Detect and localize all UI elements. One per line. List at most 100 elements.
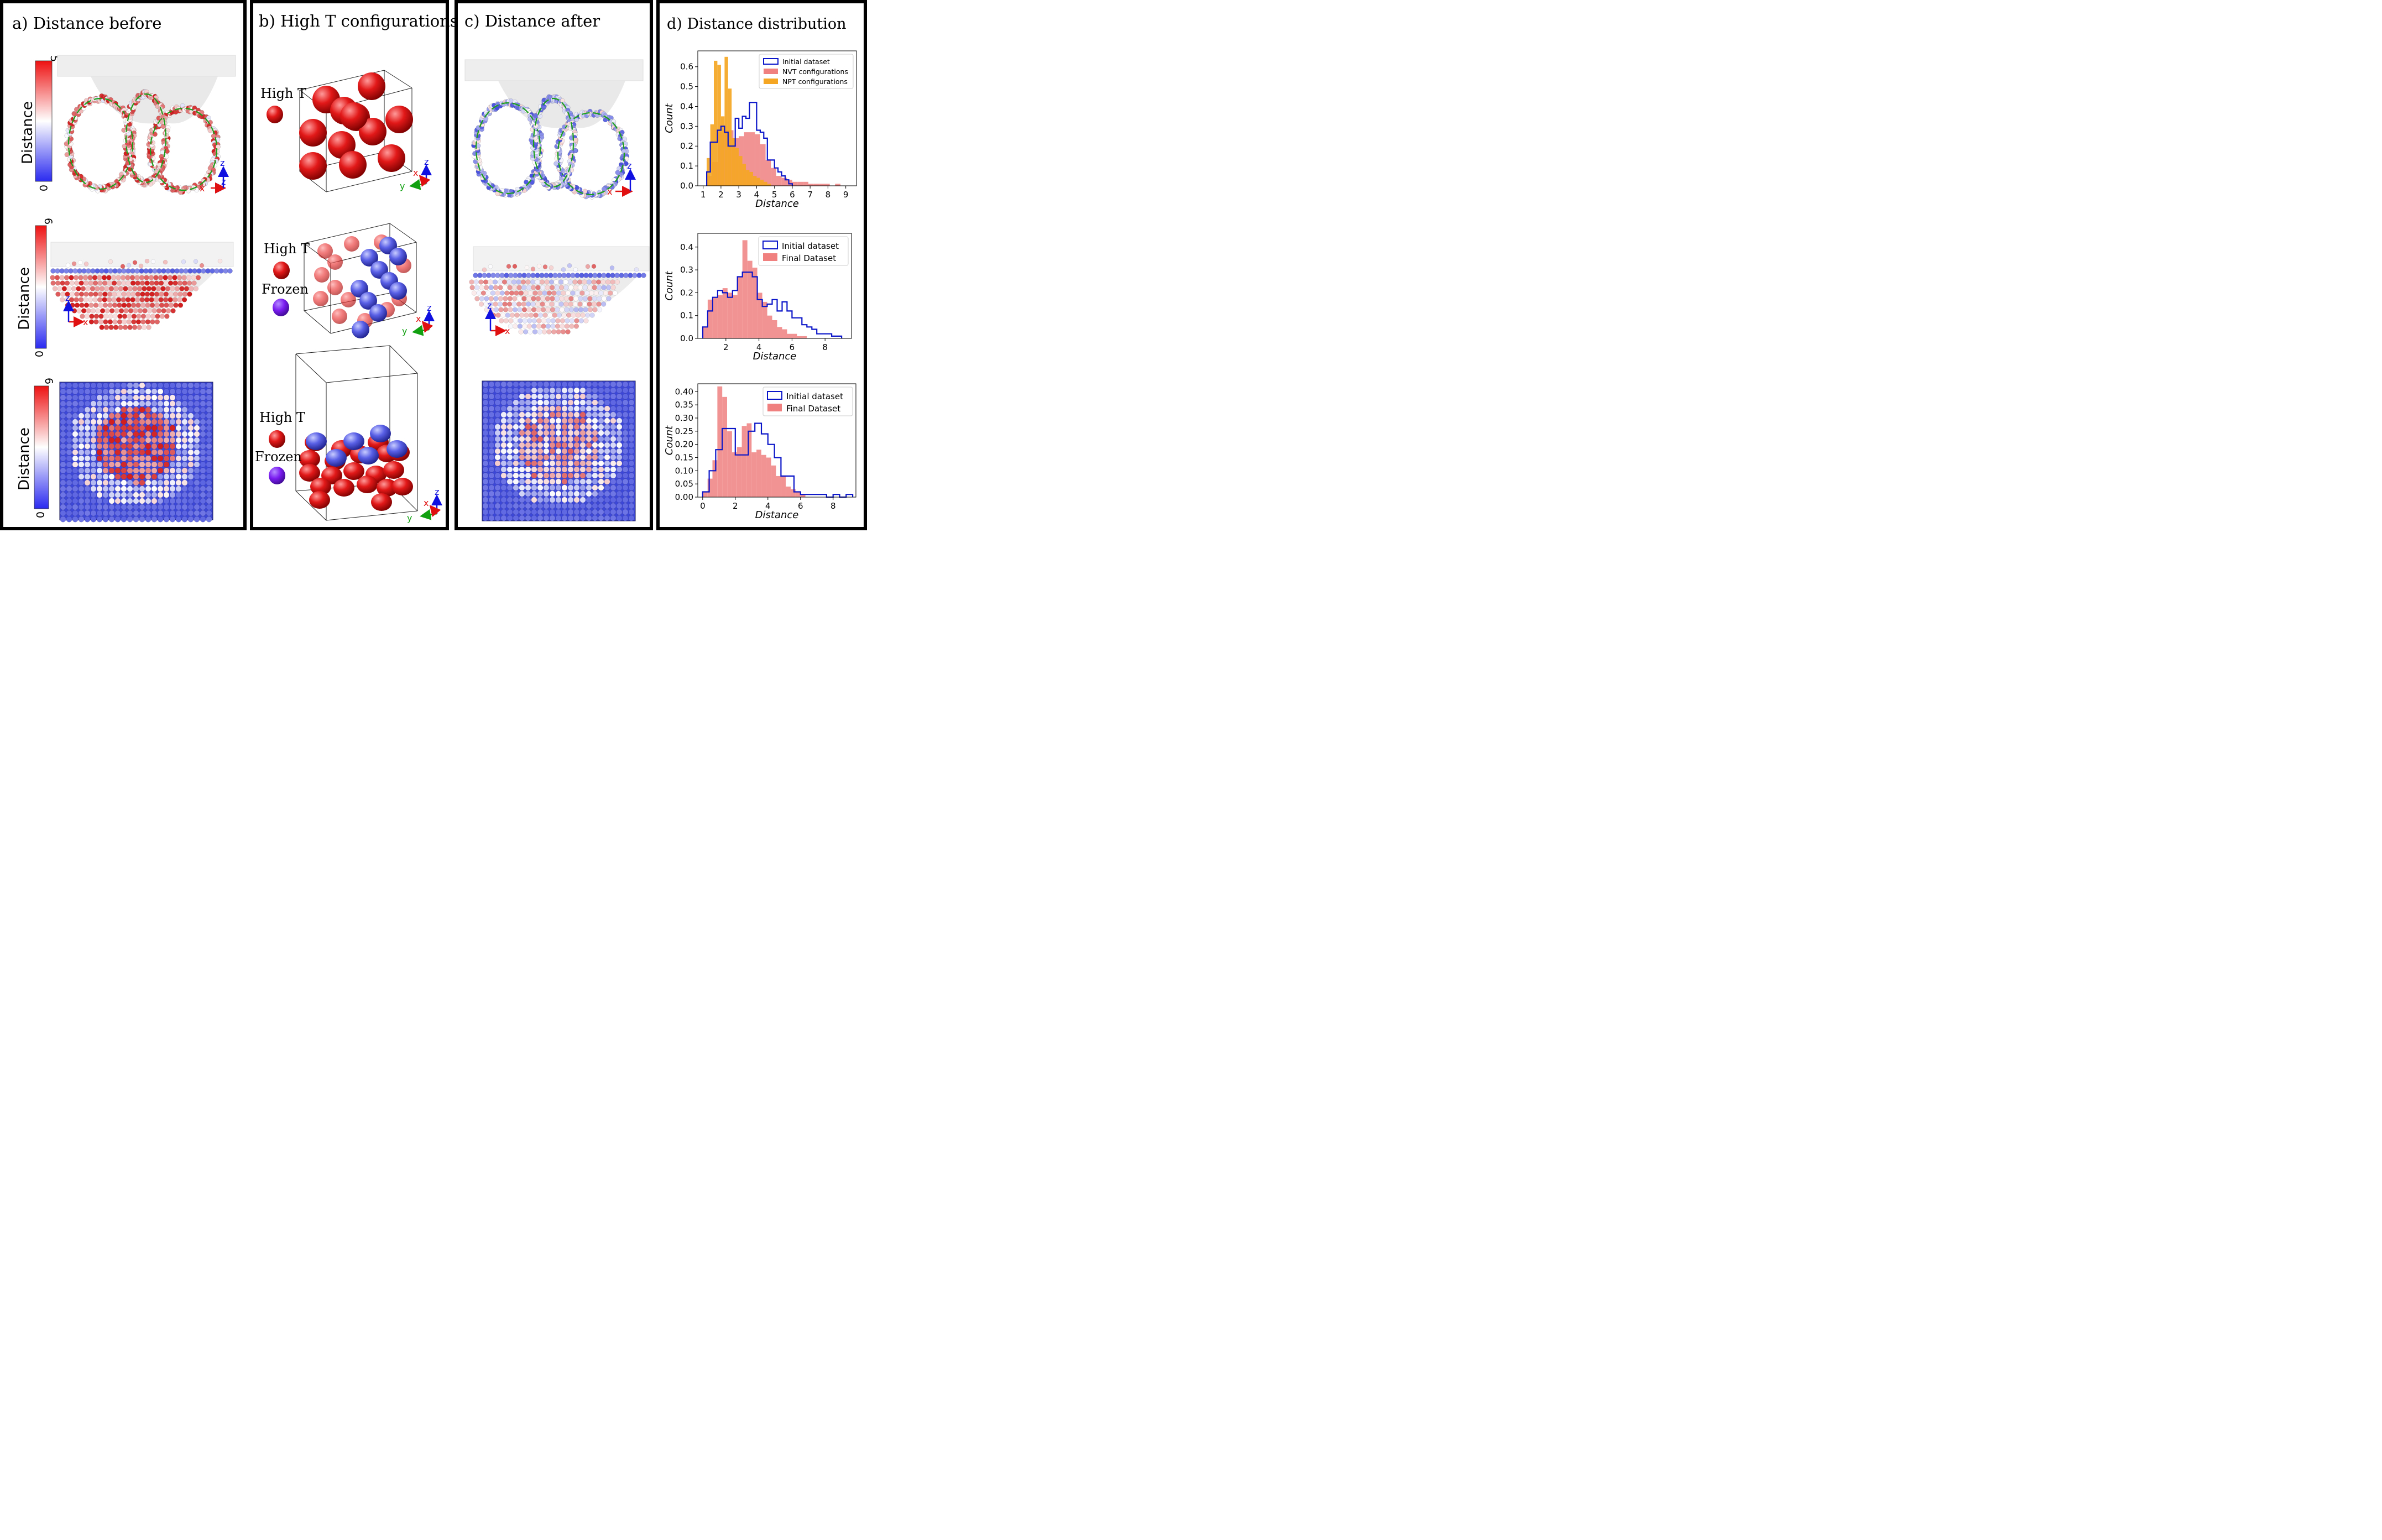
atom bbox=[503, 296, 508, 301]
atom bbox=[525, 497, 531, 503]
atom bbox=[522, 323, 527, 329]
atom bbox=[194, 388, 200, 395]
atom bbox=[157, 382, 164, 389]
atom bbox=[122, 143, 127, 149]
legend-swatch bbox=[764, 79, 778, 84]
atom bbox=[500, 515, 507, 521]
atom bbox=[592, 466, 598, 473]
atom bbox=[139, 486, 145, 492]
atom bbox=[591, 264, 597, 269]
atom bbox=[72, 425, 79, 431]
atom bbox=[194, 437, 200, 443]
atom bbox=[549, 436, 556, 442]
atom bbox=[181, 449, 188, 456]
atom bbox=[80, 286, 86, 291]
atom bbox=[157, 492, 164, 498]
atom bbox=[102, 510, 109, 516]
atom bbox=[513, 399, 519, 406]
atom bbox=[72, 406, 79, 413]
atom bbox=[181, 443, 188, 450]
y-tick-label: 0.00 bbox=[675, 492, 693, 502]
atom bbox=[157, 455, 164, 462]
atom bbox=[133, 467, 139, 474]
atom-high-t bbox=[339, 151, 367, 179]
atom bbox=[546, 290, 552, 296]
atom bbox=[567, 387, 574, 394]
atom bbox=[78, 419, 85, 425]
atom bbox=[84, 449, 91, 456]
atom bbox=[592, 454, 598, 461]
atom bbox=[157, 431, 164, 437]
atom bbox=[616, 466, 623, 473]
atom bbox=[139, 510, 145, 516]
atom bbox=[90, 455, 97, 462]
atom bbox=[622, 387, 629, 394]
atom bbox=[111, 275, 117, 280]
atom bbox=[79, 302, 85, 308]
atom bbox=[573, 381, 580, 388]
atom bbox=[525, 405, 531, 412]
substrate-slab bbox=[464, 59, 644, 81]
atom bbox=[163, 431, 170, 437]
atom-high-t bbox=[333, 479, 354, 497]
atom bbox=[555, 503, 562, 509]
atom bbox=[567, 509, 574, 515]
atom bbox=[598, 405, 604, 412]
atom bbox=[543, 460, 550, 467]
atom bbox=[592, 307, 598, 312]
atom bbox=[509, 312, 515, 318]
atom bbox=[117, 319, 123, 325]
atom bbox=[88, 291, 94, 297]
axis-arrow-x bbox=[419, 175, 431, 187]
hist-bar bbox=[824, 184, 830, 186]
atom bbox=[55, 268, 60, 274]
atom bbox=[543, 503, 550, 509]
atom bbox=[525, 490, 531, 497]
atom bbox=[127, 314, 132, 319]
atom bbox=[114, 394, 121, 401]
atom bbox=[90, 443, 97, 450]
atom bbox=[163, 479, 170, 486]
atom bbox=[151, 413, 158, 419]
axis-label-z: z bbox=[435, 487, 439, 497]
atom bbox=[200, 455, 206, 462]
atom bbox=[482, 436, 489, 442]
atom bbox=[628, 478, 635, 485]
atom bbox=[96, 419, 103, 425]
atom bbox=[519, 448, 525, 455]
atom bbox=[120, 264, 126, 269]
atom bbox=[500, 460, 507, 467]
atom bbox=[88, 280, 93, 286]
atom bbox=[108, 461, 115, 468]
atom bbox=[143, 268, 149, 274]
atom bbox=[182, 297, 187, 302]
atom bbox=[592, 497, 598, 503]
atom bbox=[83, 262, 89, 267]
atom bbox=[488, 393, 495, 400]
atom bbox=[175, 449, 182, 456]
atom bbox=[543, 448, 550, 455]
atom bbox=[66, 382, 72, 389]
atom bbox=[169, 449, 176, 456]
atom bbox=[598, 424, 604, 430]
atom bbox=[628, 436, 635, 442]
atom bbox=[592, 285, 597, 290]
atom bbox=[157, 400, 164, 407]
atom bbox=[586, 430, 592, 436]
atom bbox=[525, 460, 531, 467]
atom bbox=[96, 388, 103, 395]
atom bbox=[114, 400, 121, 407]
axis-label-z: z bbox=[427, 302, 431, 313]
atom bbox=[122, 314, 128, 319]
atom bbox=[531, 411, 537, 418]
atom bbox=[157, 467, 164, 474]
atom bbox=[610, 285, 616, 290]
atom bbox=[543, 405, 550, 412]
atom-high-t bbox=[332, 309, 347, 324]
atom bbox=[544, 301, 550, 307]
atom-frozen bbox=[358, 447, 379, 464]
atom bbox=[610, 454, 617, 461]
atom bbox=[112, 291, 117, 297]
atom bbox=[90, 419, 97, 425]
atom bbox=[160, 286, 166, 291]
